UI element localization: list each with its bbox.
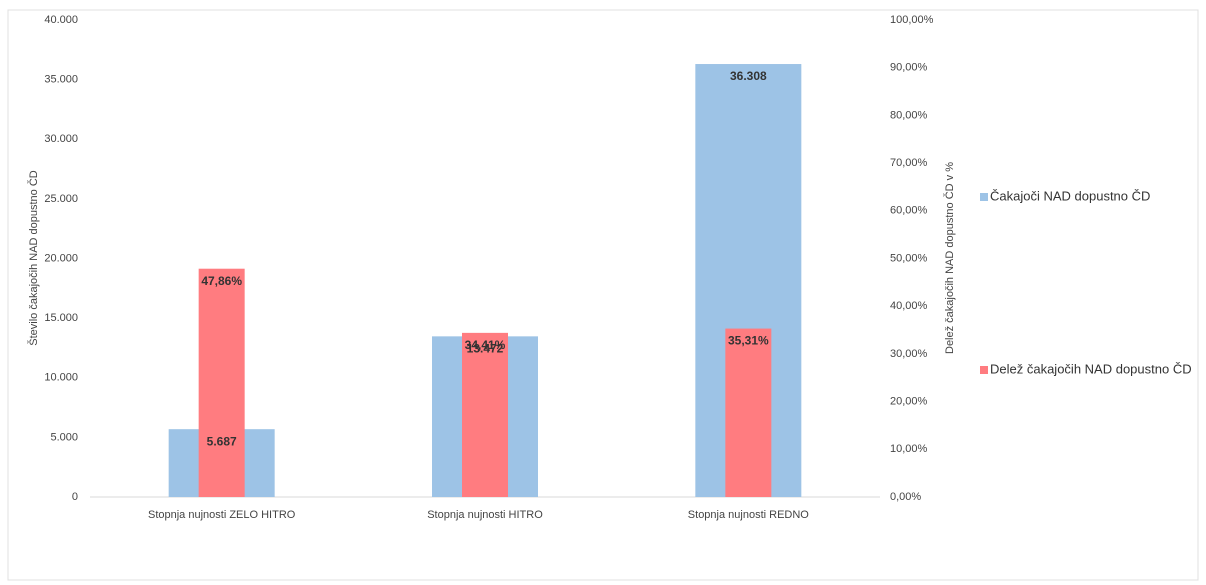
value-label: 13.472 — [467, 342, 504, 356]
y2-tick-label: 90,00% — [890, 62, 928, 74]
y-tick-label: 0 — [72, 491, 78, 503]
y2-tick-label: 80,00% — [890, 109, 928, 121]
y2-tick-label: 60,00% — [890, 205, 928, 217]
y-tick-label: 35.000 — [44, 74, 78, 86]
y2-tick-label: 30,00% — [890, 348, 928, 360]
bar — [462, 332, 508, 497]
bar — [725, 328, 772, 497]
y2-tick-label: 100,00% — [890, 14, 934, 26]
y2-tick-label: 10,00% — [890, 443, 928, 455]
y-tick-label: 20.000 — [44, 252, 78, 264]
bar — [198, 268, 245, 497]
y2-tick-label: 20,00% — [890, 396, 928, 408]
y2-tick-label: 0,00% — [890, 491, 921, 503]
x-tick-label: Stopnja nujnosti HITRO — [427, 509, 543, 521]
legend-swatch — [980, 193, 988, 201]
value-label: 34,41% — [465, 338, 506, 352]
y-tick-label: 25.000 — [44, 193, 78, 205]
y-tick-label: 30.000 — [44, 133, 78, 145]
y-axis-label: Število čakajočih NAD dopustno ČD — [27, 170, 40, 346]
y-tick-label: 40.000 — [44, 14, 78, 26]
x-tick-label: Stopnja nujnosti REDNO — [688, 509, 810, 521]
y-tick-label: 5.000 — [50, 431, 78, 443]
y2-axis-label: Delež čakajočih NAD dopustno ČD v % — [943, 162, 956, 354]
y2-tick-label: 40,00% — [890, 300, 928, 312]
legend-label: Čakajoči NAD dopustno ČD — [990, 188, 1150, 203]
y2-tick-label: 50,00% — [890, 252, 928, 264]
chart-frame — [7, 9, 1199, 581]
value-label: 5.687 — [207, 434, 237, 448]
y2-tick-label: 70,00% — [890, 157, 928, 169]
y-tick-label: 15.000 — [44, 312, 78, 324]
x-tick-label: Stopnja nujnosti ZELO HITRO — [148, 509, 296, 521]
legend-label: Delež čakajočih NAD dopustno ČD — [990, 361, 1192, 376]
legend-swatch — [980, 366, 988, 374]
value-label: 36.308 — [730, 69, 767, 83]
y-tick-label: 10.000 — [44, 372, 78, 384]
value-label: 35,31% — [728, 334, 769, 348]
value-label: 47,86% — [201, 274, 242, 288]
